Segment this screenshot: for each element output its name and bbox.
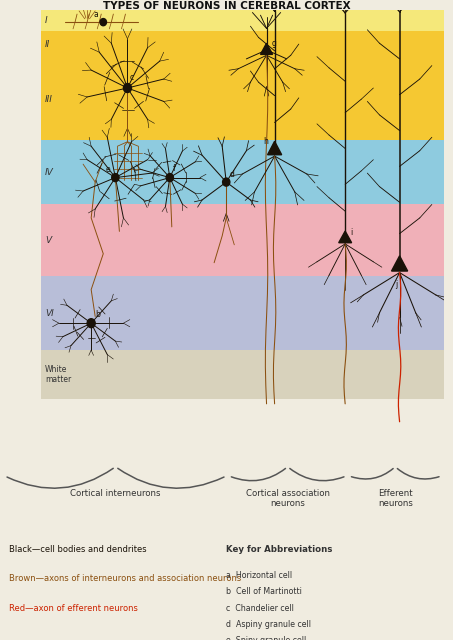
Text: I: I bbox=[45, 16, 48, 25]
Text: Cortical interneurons: Cortical interneurons bbox=[70, 488, 161, 498]
Circle shape bbox=[222, 178, 230, 186]
Text: b: b bbox=[95, 310, 100, 319]
Text: b  Cell of Martinotti: b Cell of Martinotti bbox=[226, 587, 302, 596]
Text: Brown—axons of interneurons and association neurons: Brown—axons of interneurons and associat… bbox=[9, 574, 241, 583]
Bar bbox=[41, 276, 444, 350]
Bar bbox=[41, 59, 444, 140]
Bar bbox=[41, 31, 444, 59]
Text: V: V bbox=[45, 236, 51, 245]
Text: Black—cell bodies and dendrites: Black—cell bodies and dendrites bbox=[9, 545, 147, 554]
Text: White
matter: White matter bbox=[45, 365, 71, 385]
Text: II: II bbox=[45, 40, 50, 49]
Bar bbox=[41, 140, 444, 205]
Text: e: e bbox=[105, 165, 110, 174]
Circle shape bbox=[166, 173, 173, 182]
Text: a  Horizontal cell: a Horizontal cell bbox=[226, 571, 293, 580]
Text: i: i bbox=[350, 228, 352, 237]
Polygon shape bbox=[260, 44, 273, 54]
Text: Efferent
neurons: Efferent neurons bbox=[378, 488, 413, 508]
Bar bbox=[41, 10, 444, 31]
Text: d: d bbox=[230, 170, 234, 179]
Text: h: h bbox=[263, 137, 268, 146]
Polygon shape bbox=[268, 141, 282, 155]
Text: Cortical association
neurons: Cortical association neurons bbox=[246, 488, 330, 508]
Text: j: j bbox=[395, 280, 398, 289]
Text: TYPES OF NEURONS IN CEREBRAL CORTEX: TYPES OF NEURONS IN CEREBRAL CORTEX bbox=[103, 1, 350, 12]
Text: f: f bbox=[173, 164, 176, 173]
Bar bbox=[41, 205, 444, 276]
Text: III: III bbox=[45, 95, 53, 104]
Circle shape bbox=[112, 173, 119, 182]
Text: IV: IV bbox=[45, 168, 53, 177]
Polygon shape bbox=[391, 256, 408, 271]
Text: c  Chandelier cell: c Chandelier cell bbox=[226, 604, 294, 612]
Text: VI: VI bbox=[45, 308, 53, 317]
Polygon shape bbox=[339, 231, 352, 243]
Circle shape bbox=[123, 84, 131, 93]
Text: c: c bbox=[130, 73, 134, 82]
Bar bbox=[41, 350, 444, 399]
Text: Key for Abbreviations: Key for Abbreviations bbox=[226, 545, 333, 554]
Text: g: g bbox=[271, 39, 276, 49]
Text: e  Spiny granule cell: e Spiny granule cell bbox=[226, 636, 307, 640]
Text: Red—axon of efferent neurons: Red—axon of efferent neurons bbox=[9, 604, 138, 612]
Text: a: a bbox=[93, 10, 98, 19]
Circle shape bbox=[100, 19, 106, 26]
Text: d  Aspiny granule cell: d Aspiny granule cell bbox=[226, 620, 312, 629]
Circle shape bbox=[87, 319, 95, 328]
